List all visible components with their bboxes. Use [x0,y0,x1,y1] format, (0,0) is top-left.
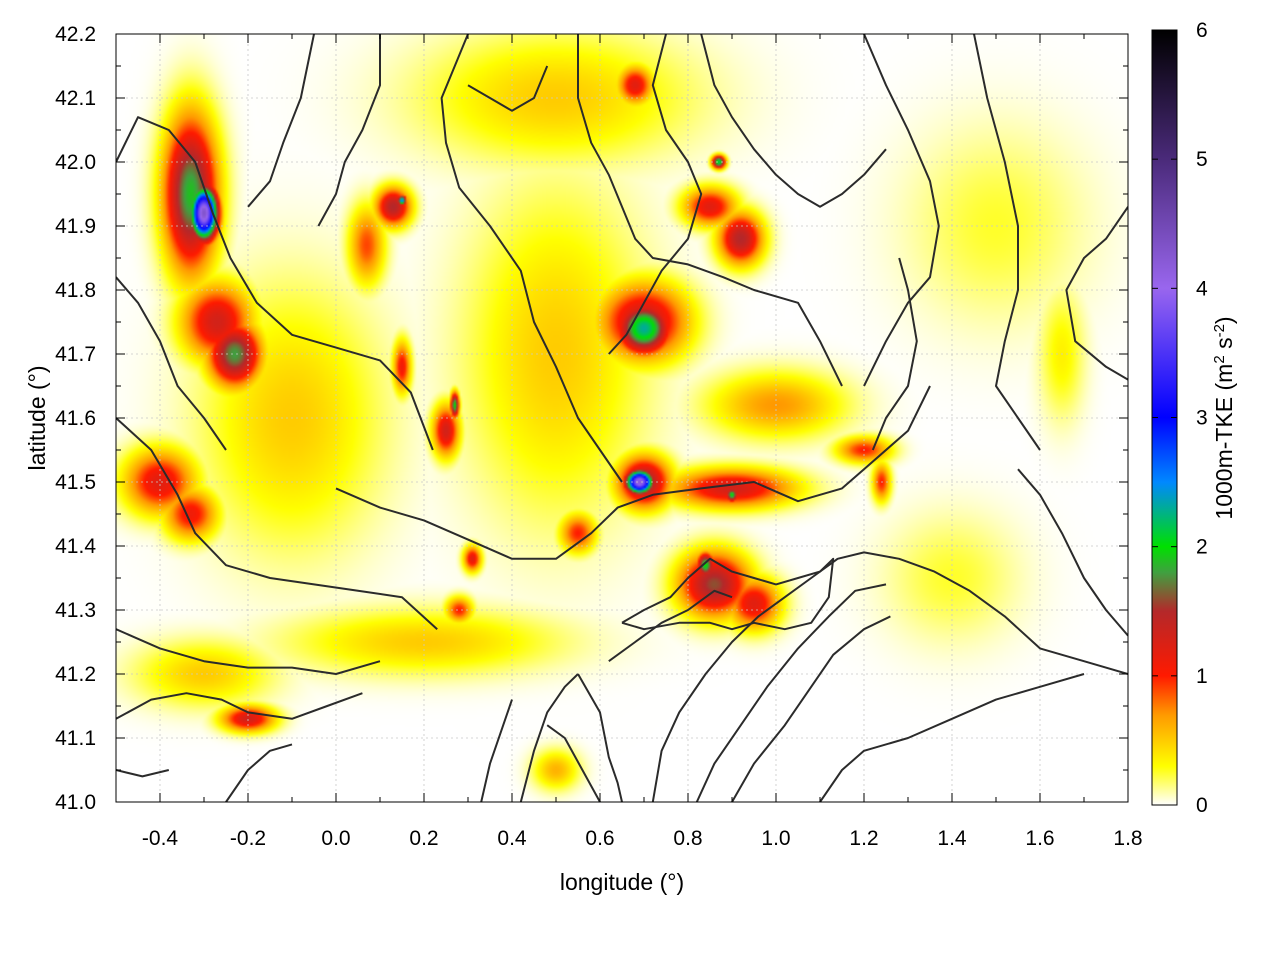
colorbar: 0 1 2 3 4 5 6 1000m-TKE (m2 s-2) [1151,19,1238,817]
colorbar-tick-label: 3 [1196,407,1208,430]
x-tick-label: 0.2 [409,827,438,850]
x-tick-label: 0.4 [497,827,527,850]
terrain-contour-line [116,692,363,720]
y-tick-label: 41.8 [55,279,96,302]
colorbar-tick-label: 6 [1196,19,1208,42]
terrain-contour-line [700,34,887,208]
x-tick-label: 1.8 [1113,827,1142,850]
y-tick-label: 41.0 [55,791,96,814]
x-tick-label: 1.4 [937,827,967,850]
terrain-contour-line [116,276,227,451]
colorbar-title-mid: s [1211,337,1237,355]
terrain-contour-line [608,589,733,663]
y-axis-ticks: 41.0 41.1 41.2 41.3 41.4 41.5 41.6 41.7 41.8 41.9… [55,23,1128,814]
y-tick-label: 42.2 [55,23,96,46]
colorbar-title-sup1: 2 [1211,355,1228,363]
terrain-contour-line [651,551,1128,802]
terrain-contour-line [225,743,293,802]
colorbar-title-end: ) [1211,316,1237,324]
terrain-contour-line [1017,468,1128,637]
plot-area [116,34,1128,802]
colorbar-tick-label: 0 [1196,794,1208,817]
terrain-contour-line [608,34,703,355]
x-tick-label: 1.6 [1025,827,1054,850]
terrain-contour-line [546,724,601,802]
terrain-contour-line [695,583,887,802]
terrain-contour-line [621,557,835,631]
y-tick-label: 41.3 [55,599,96,622]
y-tick-label: 41.2 [55,663,96,686]
terrain-contour-line [335,385,931,560]
colorbar-title-sup2: -2 [1211,324,1228,337]
terrain-contour-line [116,417,438,630]
x-tick-label: 0.6 [585,827,614,850]
x-axis-ticks: -0.4 -0.2 0.0 0.2 0.4 0.6 0.8 1.0 1.2 1.4 1.6 1.8 [115,34,1143,850]
terrain-contour-line [317,34,381,227]
colorbar-title-main: 1000m-TKE (m [1211,364,1237,520]
x-tick-label: 1.0 [761,827,790,850]
terrain-contour-line [116,769,170,778]
terrain-contour-line [467,65,549,112]
x-tick-label: -0.4 [142,827,179,850]
terrain-contour-line [819,673,1085,802]
terrain-contour-line [519,673,579,802]
y-axis-title: latitude (°) [24,365,50,470]
terrain-contour-line [973,34,1041,451]
terrain-contour-line [440,34,623,483]
colorbar-tick-label: 1 [1196,665,1208,688]
x-tick-label: -0.2 [230,827,266,850]
x-tick-label: 1.2 [849,827,878,850]
x-axis-title: longitude (°) [560,869,684,895]
y-tick-label: 41.6 [55,407,96,430]
colorbar-tick-label: 5 [1196,148,1208,171]
x-tick-label: 0.0 [321,827,350,850]
terrain-contour-line [116,628,381,675]
y-tick-label: 42.1 [55,87,96,110]
y-tick-label: 41.1 [55,727,96,750]
colorbar-tick-label: 2 [1196,536,1208,559]
terrain-contour-line [577,34,843,387]
y-tick-label: 41.5 [55,471,96,494]
terrain-contour-line [480,699,513,802]
terrain-contour-line [247,34,315,208]
contour-lines [116,34,1128,802]
colorbar-title: 1000m-TKE (m2 s-2) [1211,316,1238,519]
y-tick-label: 41.4 [55,535,96,558]
y-tick-label: 41.7 [55,343,96,366]
y-tick-label: 42.0 [55,151,96,174]
terrain-contour-line [1065,206,1128,381]
y-tick-label: 41.9 [55,215,96,238]
colorbar-ticks: 0 1 2 3 4 5 6 [1152,19,1208,817]
terrain-contour-line [863,34,940,387]
terrain-contour-line [871,257,918,451]
terrain-contour-line [577,673,623,802]
colorbar-tick-label: 4 [1196,277,1208,300]
x-tick-label: 0.8 [673,827,702,850]
terrain-contour-line [731,615,891,802]
terrain-contour-line [116,116,434,451]
